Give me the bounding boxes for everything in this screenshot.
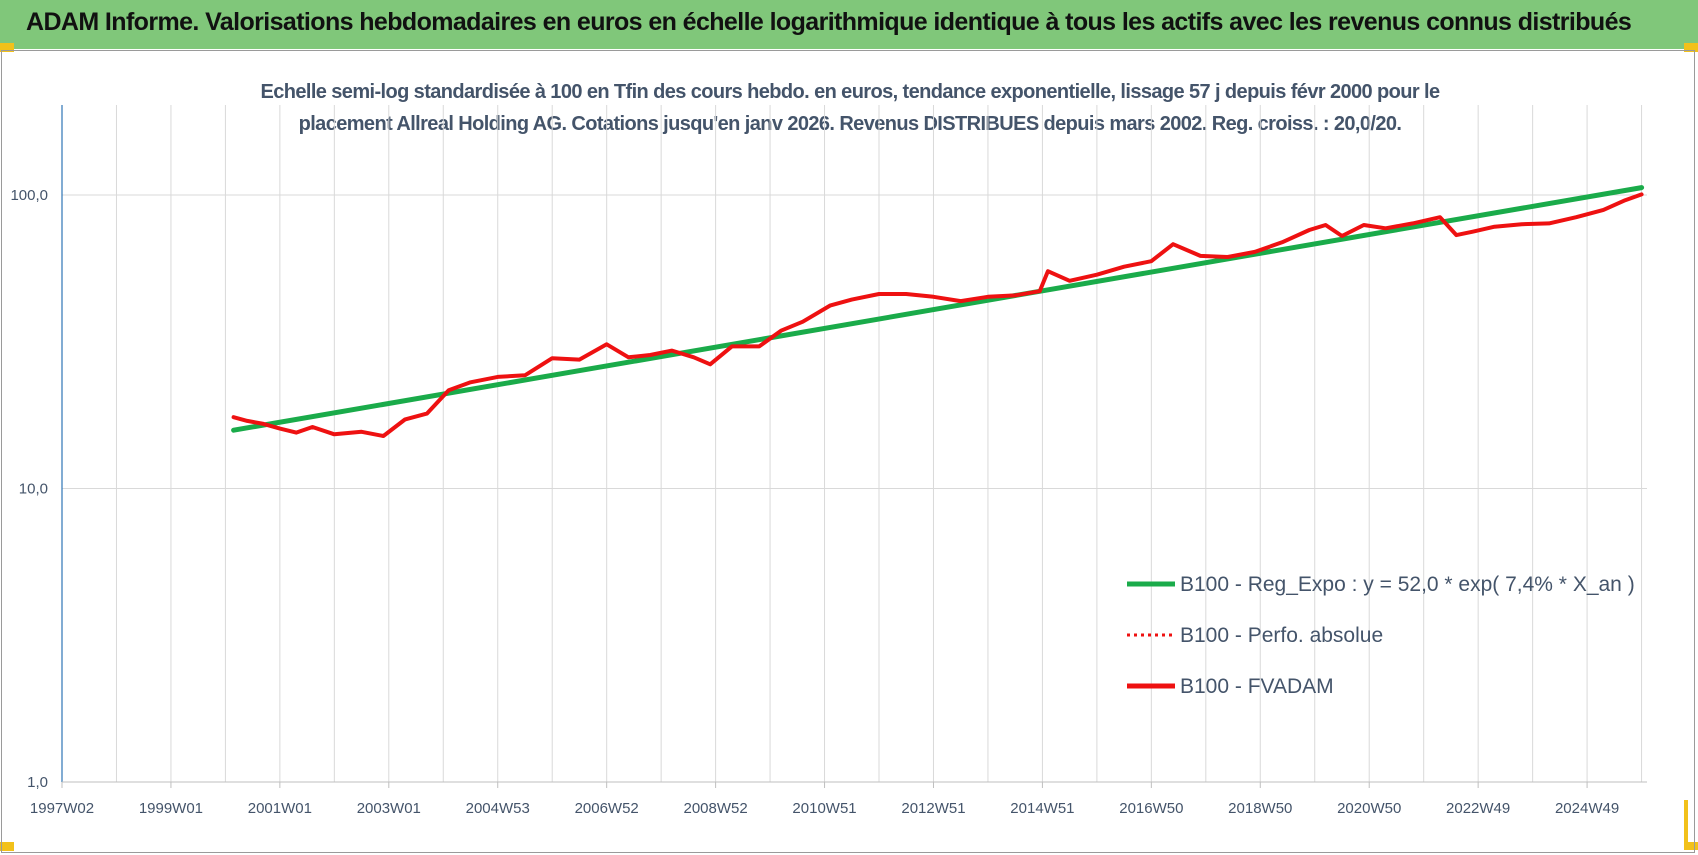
x-tick-label: 2018W50 xyxy=(1228,800,1292,817)
series-layer xyxy=(231,185,1645,438)
corner-marker-top-right xyxy=(1684,43,1698,52)
chart-title-line-2: placement Allreal Holding AG. Cotations … xyxy=(298,113,1402,135)
x-tick-label: 2010W51 xyxy=(792,800,856,817)
corner-marker-bottom-right-tab xyxy=(1684,842,1698,850)
chart-title: Echelle semi-log standardisée à 100 en T… xyxy=(150,76,1550,140)
chart-title-line-1: Echelle semi-log standardisée à 100 en T… xyxy=(260,81,1440,103)
corner-marker-bottom-left xyxy=(0,842,14,851)
x-tick-label: 2008W52 xyxy=(683,800,747,817)
x-tick-label: 2004W53 xyxy=(466,800,530,817)
legend-item-regression: B100 - Reg_Expo : y = 52,0 * exp( 7,4% *… xyxy=(1127,573,1635,596)
y-tick-label: 1,0 xyxy=(27,774,48,791)
x-tick-label: 2012W51 xyxy=(901,800,965,817)
x-tick-label: 1997W02 xyxy=(30,800,94,817)
legend-label: B100 - FVADAM xyxy=(1180,675,1334,698)
corner-marker-top-left xyxy=(0,43,14,52)
series-fvadam-line xyxy=(231,192,1644,438)
y-tick-label: 100,0 xyxy=(10,187,48,204)
x-tick-label: 2001W01 xyxy=(248,800,312,817)
chart-frame xyxy=(1,50,1695,853)
x-tick-label: 1999W01 xyxy=(139,800,203,817)
x-tick-label: 2020W50 xyxy=(1337,800,1401,817)
legend: B100 - Reg_Expo : y = 52,0 * exp( 7,4% *… xyxy=(1127,573,1635,698)
header-banner: ADAM Informe. Valorisations hebdomadaire… xyxy=(0,0,1698,49)
x-tick-label: 2024W49 xyxy=(1555,800,1619,817)
x-tick-label: 2014W51 xyxy=(1010,800,1074,817)
y-tick-label: 10,0 xyxy=(19,481,48,498)
x-tick-label: 2022W49 xyxy=(1446,800,1510,817)
series-regression-line xyxy=(231,185,1645,433)
legend-label: B100 - Perfo. absolue xyxy=(1180,624,1383,647)
x-tick-label: 2006W52 xyxy=(575,800,639,817)
axis-layer: 1,0 10,0 100,0 1997W02 1999W01 2001W01 2003W01… xyxy=(10,105,1647,817)
page-title: ADAM Informe. Valorisations hebdomadaire… xyxy=(26,8,1632,36)
x-tick-label: 2003W01 xyxy=(357,800,421,817)
legend-label: B100 - Reg_Expo : y = 52,0 * exp( 7,4% *… xyxy=(1180,573,1635,596)
x-tick-label: 2016W50 xyxy=(1119,800,1183,817)
grid-layer xyxy=(62,105,1647,783)
legend-item-perfo-absolue: B100 - Perfo. absolue xyxy=(1127,624,1383,647)
corner-marker-bottom-right xyxy=(1684,800,1688,850)
legend-item-fvadam: B100 - FVADAM xyxy=(1127,675,1334,698)
